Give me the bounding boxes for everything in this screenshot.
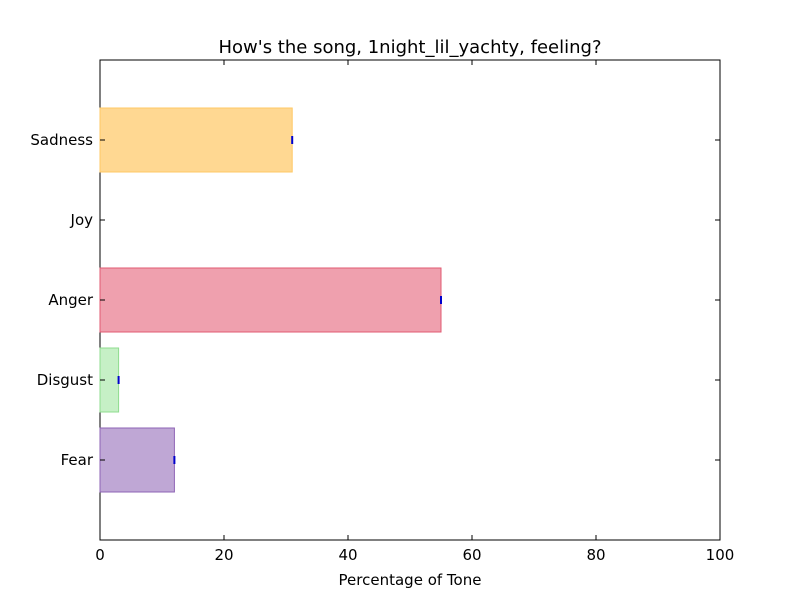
bars: [99, 107, 442, 493]
x-tick-label: 40: [338, 546, 357, 564]
y-tick-label-disgust: Disgust: [37, 371, 93, 389]
y-tick-label-anger: Anger: [48, 291, 94, 309]
y-tick-label-sadness: Sadness: [30, 131, 93, 149]
bar-sadness: [99, 107, 293, 173]
x-axis-label: Percentage of Tone: [339, 571, 482, 589]
y-tick-label-joy: Joy: [70, 211, 94, 229]
x-axis: 0 20 40 60 80 100: [95, 60, 734, 564]
y-axis: Fear Disgust Anger Joy Sadness: [30, 131, 720, 469]
chart-title: How's the song, 1night_lil_yachty, feeli…: [218, 37, 601, 58]
bar-anger: [99, 267, 442, 333]
y-tick-label-fear: Fear: [61, 451, 94, 469]
bar-fear: [99, 427, 175, 493]
x-tick-label: 0: [95, 546, 105, 564]
x-tick-label: 100: [706, 546, 735, 564]
x-tick-label: 80: [586, 546, 605, 564]
x-tick-label: 20: [214, 546, 233, 564]
x-tick-label: 60: [462, 546, 481, 564]
